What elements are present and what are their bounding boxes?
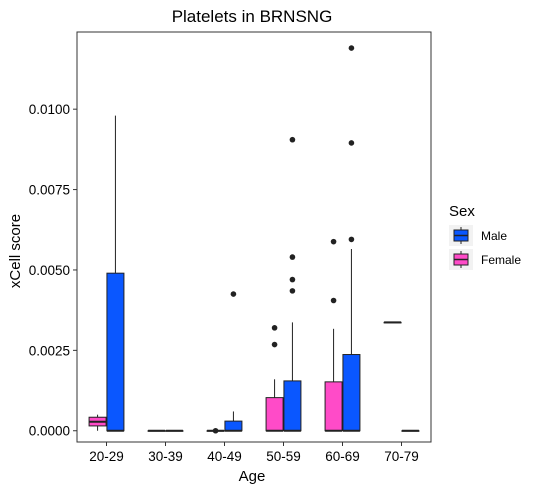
outlier-point (348, 45, 355, 51)
x-axis: 20-29 30-39 40-49 50-59 60-69 70-79 (89, 442, 419, 464)
legend-label: Female (481, 253, 521, 267)
outlier-point (289, 276, 296, 283)
box-female-70-79 (383, 321, 402, 324)
outlier-point (271, 341, 278, 348)
box-male-40-49 (224, 291, 243, 432)
legend: Sex Male Female (449, 203, 521, 270)
legend-title: Sex (449, 203, 475, 220)
y-tick-label: 0.0000 (29, 424, 70, 439)
box-female-30-39 (147, 429, 166, 432)
outlier-point (289, 288, 296, 294)
x-tick-label: 60-69 (325, 449, 360, 464)
legend-key-female (449, 249, 473, 270)
box-female-40-49 (206, 427, 225, 434)
x-axis-title: Age (239, 468, 266, 485)
box-body (342, 354, 361, 432)
box-male-60-69 (342, 45, 361, 432)
y-axis: 0.0000 0.0025 0.0050 0.0075 0.0100 (29, 102, 77, 439)
y-tick-label: 0.0100 (29, 102, 70, 117)
chart-title: Platelets in BRNSNG (172, 7, 333, 26)
box-body (224, 420, 243, 432)
outlier-point (289, 254, 296, 260)
x-tick-label: 50-59 (266, 449, 301, 464)
outlier-point (330, 238, 337, 245)
outlier-point (348, 236, 355, 243)
plot-marks (88, 45, 420, 434)
outlier-point (230, 291, 237, 297)
x-tick-label: 70-79 (384, 449, 419, 464)
x-tick-label: 20-29 (89, 449, 124, 464)
box-male-30-39 (165, 429, 184, 432)
box-body (324, 381, 343, 432)
x-tick-label: 30-39 (148, 449, 183, 464)
x-tick-label: 40-49 (207, 449, 242, 464)
y-tick-label: 0.0050 (29, 263, 70, 278)
outlier-point (348, 140, 355, 146)
box-female-50-59 (265, 325, 284, 432)
y-tick-label: 0.0025 (29, 343, 70, 358)
y-tick-label: 0.0075 (29, 183, 70, 198)
outlier-point (271, 325, 278, 331)
box-male-50-59 (283, 136, 302, 432)
outlier-point (212, 427, 219, 434)
box-male-70-79 (401, 429, 420, 432)
box-body (283, 380, 302, 432)
box-female-60-69 (324, 238, 343, 432)
box-female-20-29 (88, 414, 107, 431)
outlier-point (289, 136, 296, 143)
y-axis-title: xCell score (7, 214, 24, 288)
plot-panel (76, 31, 432, 443)
box-body (265, 397, 284, 432)
outlier-point (330, 297, 337, 304)
legend-key-male (449, 225, 473, 246)
box-male-20-29 (106, 115, 125, 432)
legend-label: Male (481, 229, 507, 243)
box-body (106, 272, 125, 432)
